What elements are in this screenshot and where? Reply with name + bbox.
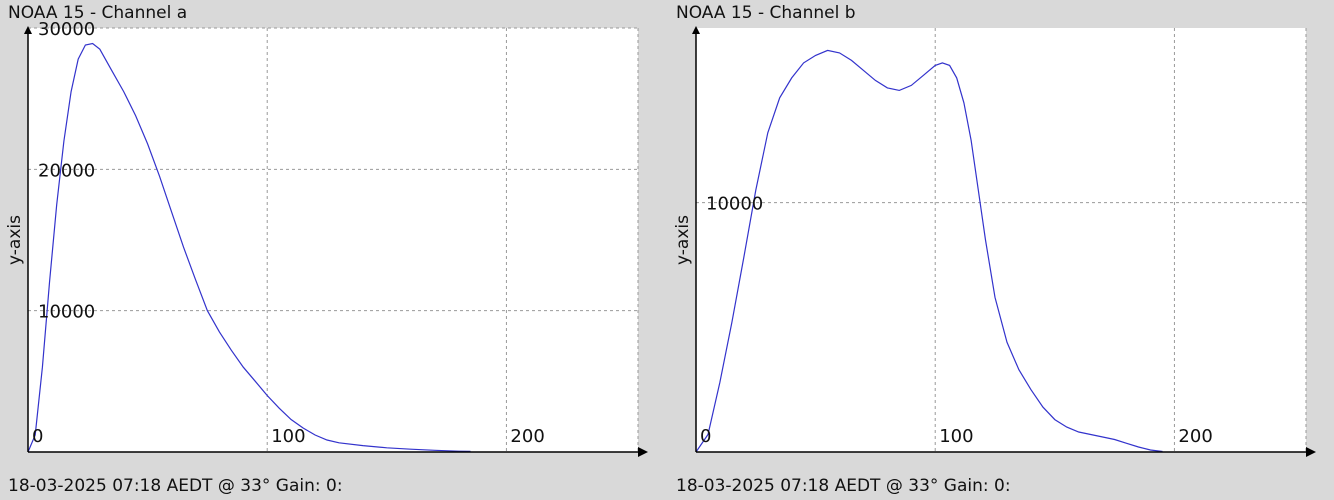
x-axis-arrow bbox=[638, 447, 648, 457]
footer-status: 18-03-2025 07:18 AEDT @ 33° Gain: 0: bbox=[676, 476, 1011, 496]
chart-panel-b: NOAA 15 - Channel b 0 100 200 10000 y-axis 1… bbox=[668, 0, 1334, 500]
y-tick-label: 30000 bbox=[38, 19, 95, 40]
x-tick-label: 0 bbox=[32, 426, 43, 447]
y-axis-arrow bbox=[692, 26, 700, 34]
footer-status: 18-03-2025 07:18 AEDT @ 33° Gain: 0: bbox=[8, 476, 343, 496]
x-axis-arrow bbox=[1306, 447, 1316, 457]
chart-panel-a: NOAA 15 - Channel a 0 100 200 10000 20000 300… bbox=[0, 0, 666, 500]
plot-background bbox=[696, 28, 1306, 452]
x-tick-label: 100 bbox=[939, 426, 973, 447]
series-line bbox=[695, 49, 1163, 453]
y-axis-label: y-axis bbox=[673, 215, 693, 265]
plot-area: 0 100 200 10000 y-axis bbox=[673, 26, 1316, 457]
x-tick-label: 200 bbox=[510, 426, 544, 447]
chart-title: NOAA 15 - Channel b bbox=[676, 3, 856, 23]
y-tick-label: 10000 bbox=[706, 194, 763, 215]
y-tick-label: 20000 bbox=[38, 160, 95, 181]
series-line bbox=[27, 42, 471, 453]
y-axis-label: y-axis bbox=[5, 215, 25, 265]
y-tick-label: 10000 bbox=[38, 302, 95, 323]
x-tick-label: 100 bbox=[271, 426, 305, 447]
x-tick-label: 200 bbox=[1178, 426, 1212, 447]
y-axis-arrow bbox=[24, 26, 32, 34]
plot-area: 0 100 200 10000 20000 30000 y-axis bbox=[5, 19, 648, 457]
chart-title: NOAA 15 - Channel a bbox=[8, 3, 188, 23]
x-tick-label: 0 bbox=[700, 426, 711, 447]
plot-background bbox=[28, 28, 638, 452]
